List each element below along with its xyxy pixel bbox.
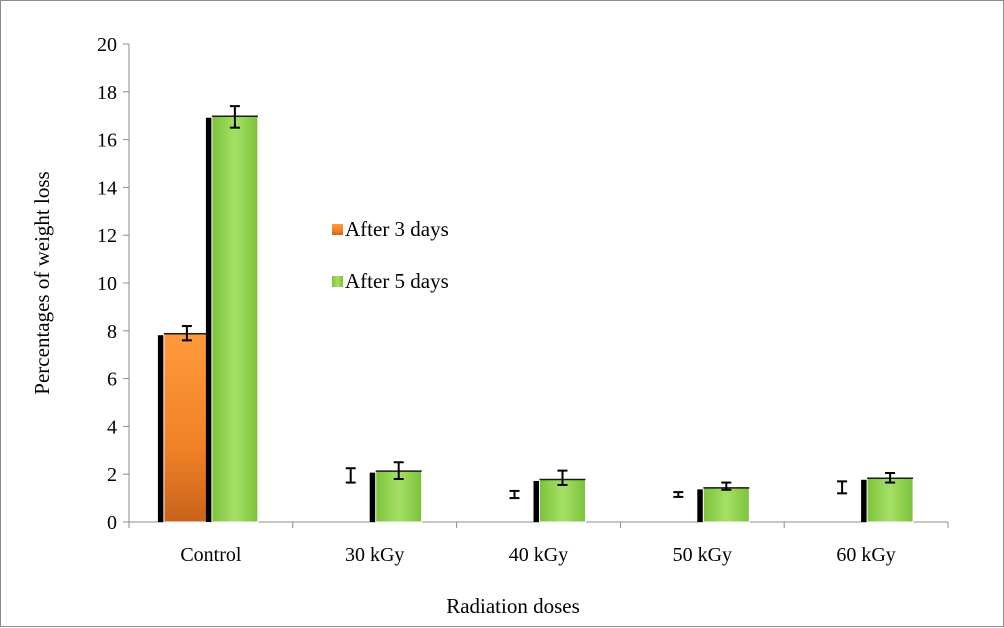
y-tick-label: 2 [107,464,117,486]
bar-after-3-days-control [163,332,211,523]
y-axis-title: Percentages of weight loss [30,171,54,394]
bar-after-5-days-60-kgy [866,477,914,523]
bar-shadow [861,479,870,522]
y-tick-label: 18 [97,82,117,104]
x-tick-label-30-kgy: 30 kGy [345,544,404,566]
x-tick-label-40-kgy: 40 kGy [509,544,568,566]
y-tick-label: 4 [107,416,117,438]
x-tick-label-60-kgy: 60 kGy [836,544,895,566]
y-tick-label: 0 [107,512,117,534]
y-tick-label: 16 [97,130,117,152]
y-tick-label: 14 [97,177,117,199]
bar-after-5-days-40-kgy [539,478,586,523]
bar-shadow [697,489,706,522]
y-tick-label: 10 [97,273,117,295]
y-tick-label: 8 [107,321,117,343]
bar-shadow [157,335,166,522]
legend-swatch-after-3-days [332,224,343,235]
bar-after-5-days-50-kgy [702,486,750,523]
x-tick-label-50-kgy: 50 kGy [673,544,732,566]
bar-shadow [533,480,542,522]
y-tick-label: 12 [97,225,117,247]
legend-label-after-3-days: After 3 days [345,217,449,241]
y-tick-label: 6 [107,369,117,391]
legend-label-after-5-days: After 5 days [345,269,449,293]
y-tick-label: 20 [97,34,117,56]
bar-shadow [369,472,378,522]
x-tick-label-control: Control [180,544,242,566]
bar-after-5-days-control [211,115,259,523]
bar-shadow [205,117,214,522]
x-axis-title: Radiation doses [446,594,580,618]
legend-swatch-after-5-days [332,276,343,287]
legend: After 3 days After 5 days [332,217,449,293]
